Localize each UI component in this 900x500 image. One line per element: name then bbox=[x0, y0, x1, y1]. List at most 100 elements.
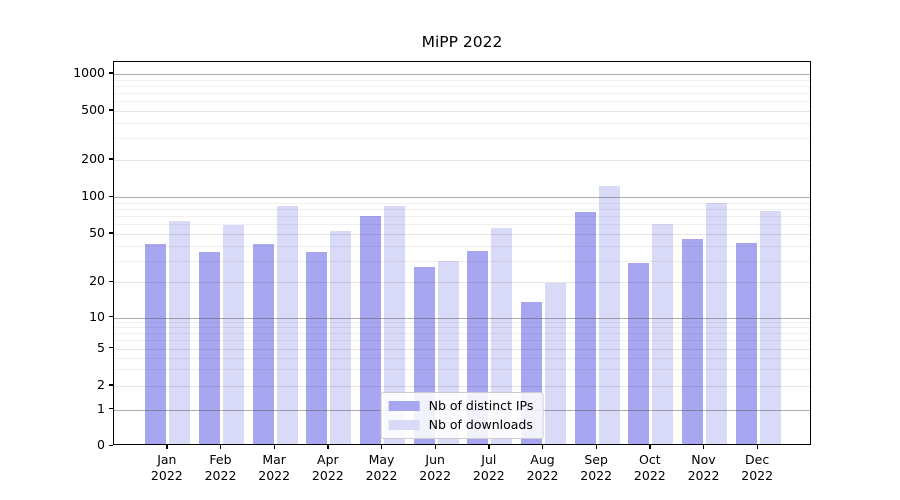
bar-distinct-ips-apr bbox=[306, 252, 328, 444]
gridline bbox=[114, 348, 810, 350]
bar-downloads-jan bbox=[169, 221, 191, 444]
bar-distinct-ips-may bbox=[360, 216, 381, 444]
x-tick-label-nov: Nov 2022 bbox=[674, 452, 734, 483]
x-tick-mark bbox=[595, 445, 597, 449]
y-tick-mark bbox=[109, 195, 113, 197]
gridline bbox=[114, 224, 810, 226]
x-tick-mark bbox=[434, 445, 436, 449]
gridline bbox=[114, 357, 810, 359]
x-tick-label-jul: Jul 2022 bbox=[459, 452, 519, 483]
gridline bbox=[114, 261, 810, 263]
y-tick-mark bbox=[109, 158, 113, 160]
x-tick-label-dec: Dec 2022 bbox=[727, 452, 787, 483]
x-tick-label-month: Dec bbox=[745, 452, 770, 467]
gridline bbox=[114, 122, 810, 124]
bar-distinct-ips-sep bbox=[574, 211, 596, 444]
x-tick-mark bbox=[273, 445, 275, 449]
y-tick-label: 100 bbox=[81, 188, 105, 203]
bar-downloads-sep bbox=[598, 186, 620, 444]
y-tick-mark bbox=[109, 109, 113, 111]
plot-area: Nb of distinct IPs Nb of downloads bbox=[113, 61, 811, 445]
legend: Nb of distinct IPs Nb of downloads bbox=[380, 392, 544, 439]
bar-downloads-nov bbox=[706, 203, 727, 444]
legend-row: Nb of downloads bbox=[388, 417, 534, 432]
x-tick-label-month: Sep bbox=[584, 452, 608, 467]
y-tick-label: 50 bbox=[89, 224, 105, 240]
gridline bbox=[114, 202, 810, 204]
bar-downloads-mar bbox=[276, 206, 298, 444]
gridline bbox=[114, 333, 810, 335]
gridline bbox=[114, 282, 810, 284]
gridline bbox=[114, 110, 810, 112]
y-tick-mark bbox=[109, 280, 113, 283]
x-tick-label-jun: Jun 2022 bbox=[405, 452, 465, 483]
x-tick-label-year: 2022 bbox=[580, 467, 613, 483]
y-tick-label: 20 bbox=[89, 273, 105, 289]
x-tick-label-year: 2022 bbox=[741, 467, 774, 483]
y-tick-label: 2 bbox=[97, 376, 105, 392]
legend-swatch bbox=[388, 419, 420, 430]
bar-downloads-oct bbox=[652, 224, 674, 444]
legend-swatch bbox=[388, 400, 420, 411]
chart-title: MiPP 2022 bbox=[421, 33, 503, 51]
x-tick-label-year: 2022 bbox=[258, 467, 291, 483]
legend-row: Nb of distinct IPs bbox=[388, 398, 534, 413]
bar-distinct-ips-oct bbox=[628, 262, 650, 444]
x-tick-label-may: May 2022 bbox=[352, 452, 412, 483]
x-tick-mark bbox=[488, 445, 490, 449]
gridline bbox=[114, 208, 810, 210]
gridline bbox=[114, 369, 810, 371]
gridline bbox=[114, 216, 810, 218]
x-tick-label-month: Jun bbox=[425, 452, 445, 467]
legend-label: Nb of distinct IPs bbox=[428, 398, 534, 413]
bar-downloads-may bbox=[384, 206, 405, 444]
y-tick-mark bbox=[109, 408, 113, 410]
y-tick-mark bbox=[109, 444, 113, 446]
y-tick-label: 5 bbox=[97, 339, 105, 355]
x-tick-label-month: Nov bbox=[691, 452, 716, 467]
x-tick-label-month: Feb bbox=[209, 452, 232, 467]
bar-downloads-jul bbox=[491, 227, 513, 444]
gridline bbox=[114, 79, 810, 81]
y-tick-label: 0 bbox=[97, 437, 105, 452]
x-tick-label-year: 2022 bbox=[419, 467, 452, 483]
bar-distinct-ips-nov bbox=[682, 238, 703, 444]
x-tick-label-aug: Aug 2022 bbox=[513, 452, 573, 483]
y-tick-label: 200 bbox=[81, 150, 105, 166]
x-tick-mark bbox=[649, 445, 651, 449]
x-tick-label-month: Aug bbox=[530, 452, 555, 467]
x-tick-label-month: Mar bbox=[262, 452, 286, 467]
bar-distinct-ips-mar bbox=[252, 243, 274, 444]
bar-downloads-feb bbox=[223, 225, 244, 444]
y-tick-mark bbox=[109, 384, 113, 386]
x-tick-label-month: Apr bbox=[317, 452, 339, 467]
bar-downloads-dec bbox=[759, 211, 781, 444]
y-tick-label: 10 bbox=[89, 308, 105, 324]
x-tick-label-year: 2022 bbox=[150, 467, 183, 483]
gridline bbox=[114, 73, 810, 75]
x-tick-label-year: 2022 bbox=[311, 467, 344, 483]
y-tick-label: 1 bbox=[97, 400, 105, 416]
gridline bbox=[114, 327, 810, 329]
y-tick-mark bbox=[109, 316, 113, 318]
bar-distinct-ips-feb bbox=[199, 252, 220, 444]
legend-label: Nb of downloads bbox=[428, 417, 533, 432]
gridline bbox=[114, 101, 810, 103]
gridline bbox=[114, 85, 810, 87]
bar-downloads-aug bbox=[545, 283, 566, 444]
x-tick-label-mar: Mar 2022 bbox=[244, 452, 304, 483]
x-tick-label-month: Jan bbox=[157, 452, 177, 467]
x-tick-mark bbox=[166, 445, 168, 449]
gridline bbox=[114, 197, 810, 198]
x-tick-label-apr: Apr 2022 bbox=[298, 452, 358, 483]
x-tick-label-year: 2022 bbox=[472, 467, 505, 483]
gridline bbox=[114, 93, 810, 95]
x-tick-label-sep: Sep 2022 bbox=[566, 452, 626, 483]
x-tick-label-year: 2022 bbox=[204, 467, 237, 483]
bar-downloads-apr bbox=[330, 230, 352, 444]
x-tick-label-feb: Feb 2022 bbox=[191, 452, 251, 483]
gridline bbox=[114, 322, 810, 324]
bar-distinct-ips-jan bbox=[145, 243, 167, 444]
gridline bbox=[114, 245, 810, 247]
